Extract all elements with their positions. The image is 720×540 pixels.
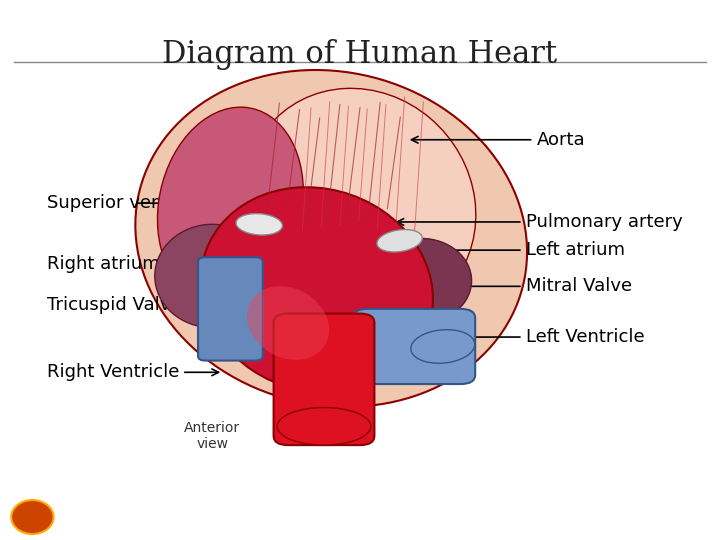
FancyBboxPatch shape bbox=[198, 257, 263, 361]
Ellipse shape bbox=[135, 70, 527, 407]
Ellipse shape bbox=[377, 230, 422, 252]
Ellipse shape bbox=[236, 214, 282, 235]
Text: Mitral Valve: Mitral Valve bbox=[411, 278, 631, 295]
Text: Pulmonary artery: Pulmonary artery bbox=[397, 213, 683, 231]
Ellipse shape bbox=[247, 286, 329, 360]
FancyBboxPatch shape bbox=[274, 314, 374, 445]
Text: Aorta: Aorta bbox=[411, 131, 585, 149]
Ellipse shape bbox=[201, 187, 433, 393]
Text: Diagram of Human Heart: Diagram of Human Heart bbox=[163, 39, 557, 70]
Text: Tricuspid Valve: Tricuspid Valve bbox=[47, 296, 204, 314]
Text: BioEd Online: BioEd Online bbox=[251, 501, 469, 530]
Ellipse shape bbox=[411, 329, 474, 363]
Text: Superior vena cava: Superior vena cava bbox=[47, 194, 222, 212]
Text: Left Ventricle: Left Ventricle bbox=[429, 328, 644, 346]
Circle shape bbox=[12, 500, 53, 534]
Ellipse shape bbox=[244, 89, 476, 323]
Text: Right atrium: Right atrium bbox=[47, 255, 215, 273]
Ellipse shape bbox=[371, 239, 472, 323]
FancyBboxPatch shape bbox=[353, 309, 475, 384]
Ellipse shape bbox=[155, 224, 270, 328]
Ellipse shape bbox=[158, 107, 303, 304]
Text: Left atrium: Left atrium bbox=[418, 241, 625, 259]
Text: Anterior
view: Anterior view bbox=[184, 421, 240, 451]
Ellipse shape bbox=[277, 408, 371, 445]
Text: Right Ventricle: Right Ventricle bbox=[47, 363, 219, 381]
